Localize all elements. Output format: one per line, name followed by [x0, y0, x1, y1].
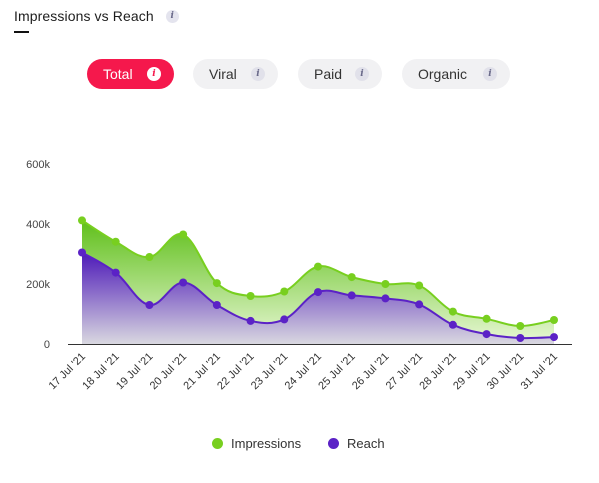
- data-point-reach: [145, 301, 154, 309]
- info-icon[interactable]: i: [251, 67, 265, 81]
- info-icon[interactable]: i: [355, 67, 369, 81]
- chart-points: [78, 216, 558, 342]
- legend-swatch: [212, 438, 223, 449]
- data-point-reach: [314, 288, 322, 297]
- tab-label: Total: [103, 66, 133, 82]
- chart-header: Impressions vs Reach i: [14, 8, 179, 24]
- data-point-reach: [347, 291, 356, 300]
- info-icon[interactable]: i: [165, 9, 179, 23]
- chart-legend: Impressions Reach: [0, 436, 599, 454]
- y-tick-label: 400k: [26, 219, 50, 231]
- data-point-reach: [111, 268, 120, 277]
- tab-label: Paid: [314, 66, 343, 82]
- data-point-reach: [246, 316, 255, 325]
- data-point-impressions: [550, 316, 558, 324]
- y-tick-label: 0: [44, 339, 50, 351]
- legend-label: Reach: [347, 436, 385, 451]
- tab-bar: Total i Viral i Paid i Organic i: [0, 59, 599, 91]
- y-tick-label: 600k: [26, 159, 50, 171]
- legend-label: Impressions: [231, 436, 302, 451]
- data-point-impressions: [280, 287, 289, 296]
- data-point-impressions: [78, 216, 86, 225]
- data-point-impressions: [314, 262, 322, 271]
- data-point-impressions: [145, 253, 154, 261]
- data-point-impressions: [212, 279, 221, 288]
- tab-viral[interactable]: Viral i: [193, 59, 278, 89]
- data-point-reach: [516, 334, 525, 342]
- data-point-impressions: [347, 273, 356, 282]
- y-axis: 0 200k 400k 600k: [26, 159, 50, 351]
- data-point-impressions: [246, 292, 255, 300]
- data-point-impressions: [415, 281, 424, 290]
- legend-item-impressions[interactable]: Impressions: [212, 436, 301, 451]
- x-tick-label: 31 Jul '21: [519, 351, 561, 393]
- legend-item-reach[interactable]: Reach: [328, 436, 385, 451]
- data-point-impressions: [448, 307, 457, 316]
- title-underline: [14, 31, 29, 33]
- data-point-reach: [179, 278, 188, 287]
- y-tick-label: 200k: [26, 279, 50, 291]
- info-icon[interactable]: i: [483, 67, 497, 81]
- tab-label: Viral: [209, 66, 237, 82]
- legend-swatch: [328, 438, 339, 449]
- data-point-reach: [415, 300, 424, 309]
- chart-areas: [81, 219, 555, 344]
- data-point-impressions: [111, 237, 120, 246]
- data-point-reach: [448, 320, 457, 329]
- data-point-reach: [280, 315, 289, 324]
- tab-total[interactable]: Total i: [87, 59, 174, 89]
- data-point-impressions: [179, 230, 188, 239]
- tab-label: Organic: [418, 66, 468, 82]
- data-point-impressions: [516, 322, 525, 330]
- data-point-reach: [381, 294, 390, 303]
- data-point-impressions: [381, 280, 390, 288]
- page-title: Impressions vs Reach: [14, 8, 154, 24]
- data-point-reach: [78, 248, 86, 257]
- data-point-reach: [212, 301, 221, 309]
- info-icon[interactable]: i: [147, 67, 161, 81]
- area-reach: [82, 252, 554, 344]
- data-point-reach: [482, 330, 491, 339]
- data-point-reach: [550, 333, 558, 342]
- tab-organic[interactable]: Organic i: [402, 59, 510, 89]
- tab-paid[interactable]: Paid i: [298, 59, 382, 89]
- data-point-impressions: [482, 314, 491, 323]
